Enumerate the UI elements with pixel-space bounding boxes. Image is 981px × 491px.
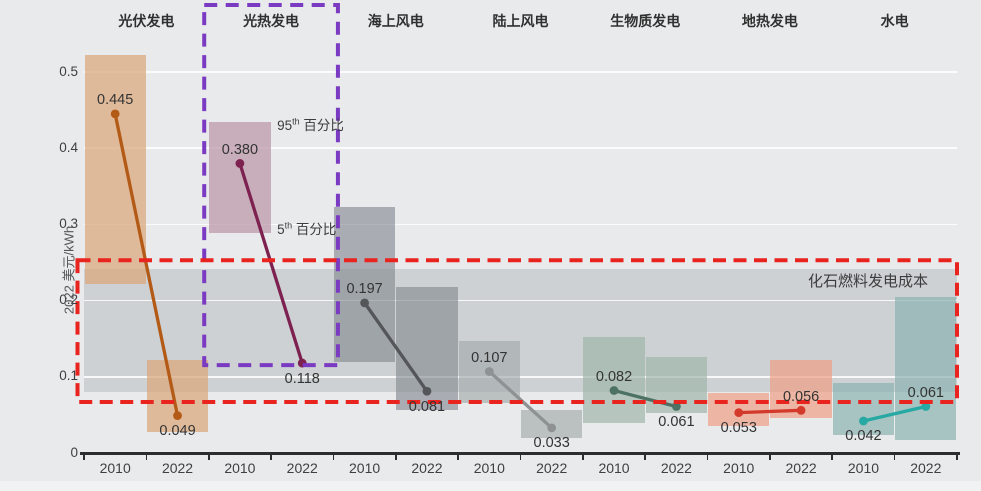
gridline xyxy=(84,299,957,302)
x-tick xyxy=(769,454,771,460)
x-tick xyxy=(83,454,85,460)
category-label: 陆上风电 xyxy=(492,13,549,29)
range-band xyxy=(895,296,957,441)
x-tick xyxy=(332,454,335,460)
percentile-95-label: 95th 百分比 xyxy=(277,116,344,134)
x-tick-label: 2010 xyxy=(224,460,256,476)
x-tick-label: 2010 xyxy=(847,460,880,476)
x-axis-line xyxy=(80,452,960,455)
value-label: 0.380 xyxy=(221,141,259,158)
x-tick-label: 2022 xyxy=(660,460,692,476)
x-tick xyxy=(582,454,584,460)
x-tick xyxy=(706,454,709,460)
x-tick-label: 2022 xyxy=(286,460,318,476)
x-tick-label: 2010 xyxy=(349,460,381,476)
x-tick-label: 2022 xyxy=(910,460,942,476)
value-label: 0.056 xyxy=(782,388,820,405)
x-tick xyxy=(519,454,522,460)
x-tick xyxy=(145,454,148,460)
y-tick-label: 0.1 xyxy=(59,368,78,384)
range-band xyxy=(832,382,895,435)
value-label: 0.107 xyxy=(471,349,508,366)
x-tick-label: 2022 xyxy=(411,460,443,476)
category-label: 光热发电 xyxy=(243,13,300,29)
x-tick-label: 2010 xyxy=(473,460,505,476)
y-tick-label: 0.3 xyxy=(59,215,78,231)
value-label: 0.061 xyxy=(658,414,695,431)
x-tick-label: 2022 xyxy=(785,460,817,476)
range-band xyxy=(209,122,271,233)
range-band xyxy=(146,360,209,432)
x-tick xyxy=(270,454,272,460)
x-tick xyxy=(207,454,210,460)
x-tick-label: 2010 xyxy=(723,460,755,476)
category-label: 海上风电 xyxy=(367,13,424,29)
y-tick-label: 0.5 xyxy=(59,63,78,79)
category-label: 水电 xyxy=(880,13,909,29)
category-label: 光伏发电 xyxy=(118,13,175,29)
range-band xyxy=(645,356,708,414)
x-tick-label: 2010 xyxy=(598,460,630,476)
y-tick-label: 0.2 xyxy=(59,292,78,308)
x-tick-label: 2010 xyxy=(99,460,131,476)
x-tick xyxy=(394,454,397,460)
value-label: 0.033 xyxy=(533,435,570,452)
x-tick-label: 2022 xyxy=(161,460,194,476)
percentile-5-label: 5th 百分比 xyxy=(277,220,337,237)
value-label: 0.081 xyxy=(408,398,446,415)
value-label: 0.082 xyxy=(595,369,633,386)
y-tick-label: 0.4 xyxy=(59,139,78,155)
value-label: 0.118 xyxy=(284,370,320,387)
range-band xyxy=(396,286,458,411)
value-label: 0.061 xyxy=(907,385,944,402)
fossil-fuel-cost-label: 化石燃料发电成本 xyxy=(807,273,929,290)
value-label: 0.197 xyxy=(346,281,383,298)
x-tick xyxy=(956,454,958,460)
x-tick xyxy=(457,454,459,460)
gridline xyxy=(84,71,957,73)
y-axis-title: 2022 美元/kWh xyxy=(61,225,77,315)
value-label: 0.049 xyxy=(159,423,196,440)
value-label: 0.445 xyxy=(97,92,134,109)
category-label: 地热发电 xyxy=(741,13,798,29)
y-tick-label: 0 xyxy=(70,444,78,460)
range-band xyxy=(521,410,583,438)
range-band xyxy=(84,55,146,284)
x-tick xyxy=(644,454,646,460)
value-label: 0.053 xyxy=(720,420,757,437)
x-tick xyxy=(893,454,896,460)
gridline xyxy=(84,147,957,149)
value-label: 0.042 xyxy=(845,428,882,445)
x-tick xyxy=(831,454,834,460)
x-tick-label: 2022 xyxy=(536,460,568,476)
category-label: 生物质发电 xyxy=(610,13,681,29)
bottom-margin xyxy=(0,481,981,491)
gridline xyxy=(84,223,957,226)
